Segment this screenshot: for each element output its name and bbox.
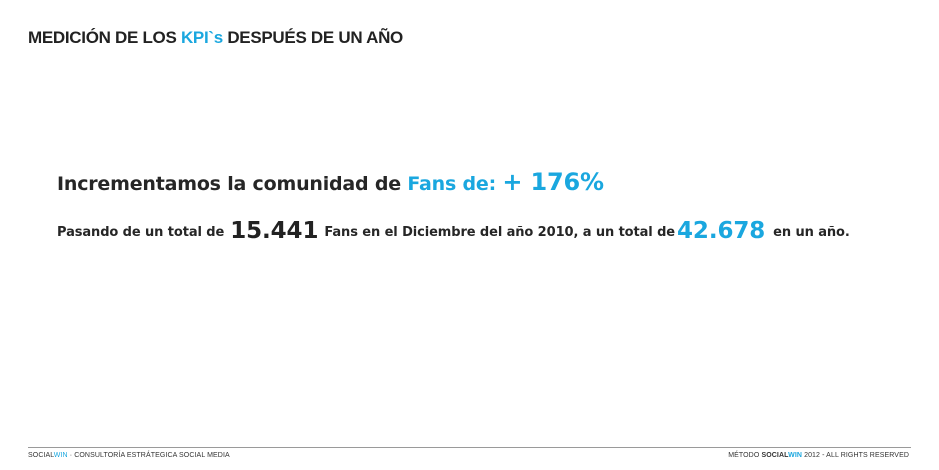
- headline-accent-label: Fans de:: [407, 173, 503, 195]
- page-title-prefix: MEDICIÓN DE LOS: [28, 28, 181, 47]
- page-title-suffix: DESPUÉS DE UN AÑO: [222, 28, 403, 47]
- page-title: MEDICIÓN DE LOS KPI`s DESPUÉS DE UN AÑO: [28, 28, 403, 48]
- footer-divider: [28, 447, 911, 448]
- page-title-accent: KPI`s: [180, 28, 223, 47]
- detail-part1: Pasando de un total de: [57, 225, 225, 240]
- footer-right-prefix: MÉTODO: [728, 452, 762, 459]
- headline: Incrementamos la comunidad de Fans de: +…: [57, 168, 604, 196]
- detail-part2: Fans en el Diciembre del año 2010, a un …: [324, 225, 676, 240]
- footer-left: SOCIALWIN · CONSULTORÍA ESTRÁTEGICA SOCI…: [28, 452, 230, 459]
- footer-right-brand-win: WIN: [788, 452, 803, 459]
- headline-accent-value: + 176%: [502, 168, 604, 196]
- footer-right-suffix: 2012 - ALL RIGHTS RESERVED: [802, 452, 909, 459]
- footer-left-brand-win: WIN: [53, 452, 68, 459]
- footer-right-brand-social: SOCIAL: [761, 452, 789, 459]
- detail-part3: en un año.: [773, 225, 850, 240]
- footer-left-brand: SOCIALWIN: [28, 452, 68, 459]
- start-value: 15.441: [230, 218, 319, 244]
- end-value: 42.678: [677, 218, 766, 244]
- footer-right-brand: SOCIALWIN: [761, 452, 802, 459]
- headline-text: Incrementamos la comunidad de: [57, 173, 408, 195]
- footer-right: MÉTODO SOCIALWIN 2012 - ALL RIGHTS RESER…: [728, 452, 909, 459]
- footer-left-text: · CONSULTORÍA ESTRÁTEGICA SOCIAL MEDIA: [67, 452, 230, 459]
- footer-left-brand-social: SOCIAL: [28, 452, 54, 459]
- detail-line: Pasando de un total de 15.441 Fans en el D…: [57, 218, 850, 244]
